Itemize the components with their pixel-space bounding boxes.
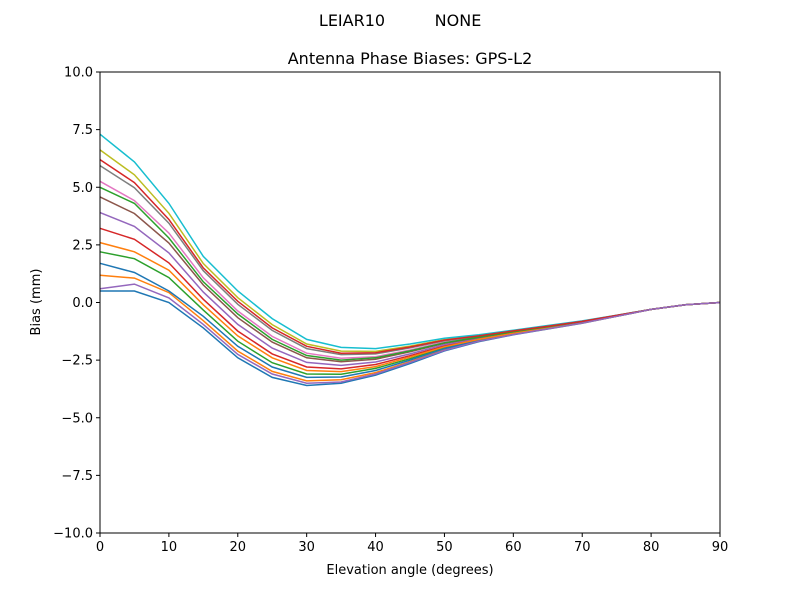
x-tick-label: 20 [230, 540, 247, 555]
y-tick-label: 5.0 [72, 181, 93, 196]
y-tick-label: −5.0 [61, 411, 93, 426]
series-line-1 [99, 274, 721, 382]
suptitle-right: NONE [435, 11, 482, 30]
y-tick-label: −2.5 [61, 354, 93, 369]
x-tick-label: 30 [298, 540, 315, 555]
x-tick-label: 90 [712, 540, 729, 555]
y-tick-label: 0.0 [72, 296, 93, 311]
x-axis-label: Elevation angle (degrees) [326, 563, 493, 578]
suptitle-left: LEIAR10 [319, 11, 385, 30]
chart-title: Antenna Phase Biases: GPS-L2 [288, 49, 533, 68]
series-line-13 [99, 158, 721, 354]
series-line-12 [99, 186, 721, 361]
x-tick-label: 70 [574, 540, 591, 555]
y-tick-label: −10.0 [53, 527, 93, 542]
y-axis-label: Bias (mm) [29, 269, 44, 336]
series-line-0 [100, 290, 721, 387]
series-lines [99, 133, 721, 387]
y-tick-label: −7.5 [61, 469, 93, 484]
x-tick-label: 50 [436, 540, 453, 555]
x-tick-label: 80 [643, 540, 660, 555]
x-tick-label: 10 [161, 540, 178, 555]
plot-frame [99, 71, 721, 534]
y-axis: −10.0 −7.5 −5.0 −2.5 0.0 2.5 5.0 7.5 10.0 [53, 66, 100, 542]
x-tick-label: 60 [505, 540, 522, 555]
x-axis: 0 10 20 30 40 50 60 70 80 90 [96, 533, 728, 555]
y-tick-label: 10.0 [64, 66, 93, 81]
x-tick-label: 0 [96, 540, 104, 555]
series-line-7 [99, 164, 721, 356]
y-tick-label: 2.5 [72, 238, 93, 253]
series-line-14 [99, 283, 721, 384]
x-tick-label: 40 [367, 540, 384, 555]
y-tick-label: 7.5 [72, 123, 93, 138]
